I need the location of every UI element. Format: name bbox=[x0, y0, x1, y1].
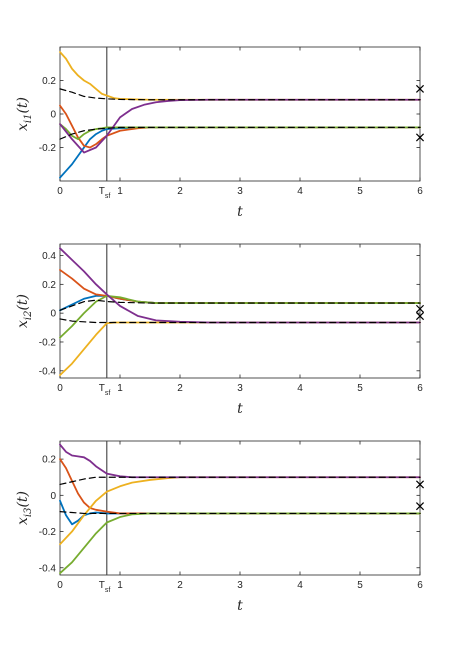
y-axis-label-main: x bbox=[15, 517, 31, 525]
y-axis-label-arg: (t) bbox=[15, 97, 31, 114]
series-line-blue bbox=[59, 126, 421, 179]
tsf-label-main: T bbox=[99, 186, 105, 197]
x-axis-label: t bbox=[237, 401, 243, 417]
y-tick-label: -0.4 bbox=[39, 366, 57, 377]
tsf-label: Tsf bbox=[99, 186, 111, 200]
cross-marker bbox=[415, 304, 425, 313]
x-tick-label: 6 bbox=[417, 383, 423, 394]
series-line-purple bbox=[59, 443, 421, 479]
cross-marker bbox=[415, 84, 425, 93]
series-line-black-dashed bbox=[59, 88, 421, 101]
x-tick-label: 4 bbox=[297, 383, 303, 394]
y-tick-label: -0.2 bbox=[39, 143, 57, 154]
y-axis-label-main: x bbox=[15, 123, 31, 131]
x-tick-label: 0 bbox=[57, 580, 63, 591]
x-axis-label: t bbox=[237, 204, 243, 220]
y-tick-label: -0.2 bbox=[39, 337, 57, 348]
x-axis-label: t bbox=[237, 598, 243, 614]
x-tick-label: 3 bbox=[237, 580, 243, 591]
series-line-black-dashed bbox=[59, 511, 421, 515]
series-line-black-dashed bbox=[59, 318, 421, 324]
tsf-label: Tsf bbox=[99, 383, 111, 397]
series-line-black-dashed bbox=[59, 476, 421, 486]
y-axis-label-main: x bbox=[15, 320, 31, 328]
x-tick-label: 5 bbox=[357, 186, 363, 197]
y-tick-label: 0 bbox=[50, 110, 56, 121]
x-tick-label: 3 bbox=[237, 186, 243, 197]
y-tick-label: 0 bbox=[50, 309, 56, 320]
cross-marker-stroke bbox=[415, 312, 425, 321]
series-line-black-dashed bbox=[59, 126, 421, 140]
panel-2: 0 1 2 3 4 5 6 -0.4 -0.2 0 0.2 0.4 Tsf t xi2(t) bbox=[15, 243, 425, 417]
x-tick-label: 0 bbox=[57, 383, 63, 394]
tsf-label-main: T bbox=[99, 580, 105, 591]
y-axis-label: xi2(t) bbox=[15, 294, 34, 328]
y-axis-label-arg: (t) bbox=[15, 491, 31, 508]
tsf-label-sub: sf bbox=[105, 193, 111, 200]
x-tick-label: 3 bbox=[237, 383, 243, 394]
series-line-yellow bbox=[59, 476, 421, 546]
x-tick-label: 5 bbox=[357, 580, 363, 591]
y-axis-label-sub: i1 bbox=[23, 114, 34, 124]
cross-marker-stroke bbox=[415, 84, 425, 93]
x-tick-label: 1 bbox=[117, 580, 123, 591]
cross-marker-stroke bbox=[415, 133, 425, 142]
x-tick-label: 2 bbox=[177, 383, 183, 394]
y-tick-label: 0 bbox=[50, 491, 56, 502]
y-tick-label: -0.2 bbox=[39, 527, 57, 538]
x-tick-label: 1 bbox=[117, 383, 123, 394]
cross-marker bbox=[415, 480, 425, 489]
x-tick-label: 2 bbox=[177, 186, 183, 197]
x-tick-label: 4 bbox=[297, 186, 303, 197]
y-axis-label-sub: i3 bbox=[23, 508, 34, 518]
tsf-label-sub: sf bbox=[105, 390, 111, 397]
series-line-purple bbox=[59, 98, 421, 154]
x-tick-label: 4 bbox=[297, 580, 303, 591]
series-line-red bbox=[59, 458, 421, 515]
cross-marker-stroke bbox=[415, 480, 425, 489]
series-line-red bbox=[59, 269, 421, 304]
y-axis-label-arg: (t) bbox=[15, 294, 31, 311]
cross-marker-stroke bbox=[415, 502, 425, 511]
y-tick-label: -0.4 bbox=[39, 563, 57, 574]
axes-box bbox=[59, 46, 421, 182]
y-axis-label: xi1(t) bbox=[15, 97, 34, 131]
x-tick-label: 5 bbox=[357, 383, 363, 394]
x-tick-label: 0 bbox=[57, 186, 63, 197]
y-tick-label: 0.2 bbox=[42, 76, 56, 87]
y-tick-label: 0.2 bbox=[42, 280, 56, 291]
x-tick-label: 6 bbox=[417, 580, 423, 591]
x-tick-label: 1 bbox=[117, 186, 123, 197]
axes-box bbox=[59, 440, 421, 576]
panel-3: 0 1 2 3 4 5 6 -0.4 -0.2 0 0.2 Tsf t xi3(t) bbox=[15, 440, 425, 614]
x-tick-label: 6 bbox=[417, 186, 423, 197]
series-line-yellow bbox=[59, 51, 421, 101]
y-axis-label: xi3(t) bbox=[15, 491, 34, 525]
series-line-yellow bbox=[59, 321, 421, 377]
panel-1: 0 1 2 3 4 5 6 -0.2 0 0.2 Tsf t xi1(t) bbox=[15, 46, 425, 220]
cross-marker bbox=[415, 133, 425, 142]
series-line-purple bbox=[59, 247, 421, 324]
series-line-black-dashed bbox=[59, 299, 421, 311]
series-line-green bbox=[59, 512, 421, 575]
tsf-label: Tsf bbox=[99, 580, 111, 594]
cross-marker bbox=[415, 312, 425, 321]
tsf-label-main: T bbox=[99, 383, 105, 394]
cross-marker bbox=[415, 502, 425, 511]
y-axis-label-sub: i2 bbox=[23, 311, 34, 321]
y-tick-label: 0.4 bbox=[42, 251, 56, 262]
x-tick-label: 2 bbox=[177, 580, 183, 591]
tsf-label-sub: sf bbox=[105, 587, 111, 594]
y-tick-label: 0.2 bbox=[42, 455, 56, 466]
axes-box bbox=[59, 243, 421, 379]
cross-marker-stroke bbox=[415, 304, 425, 313]
